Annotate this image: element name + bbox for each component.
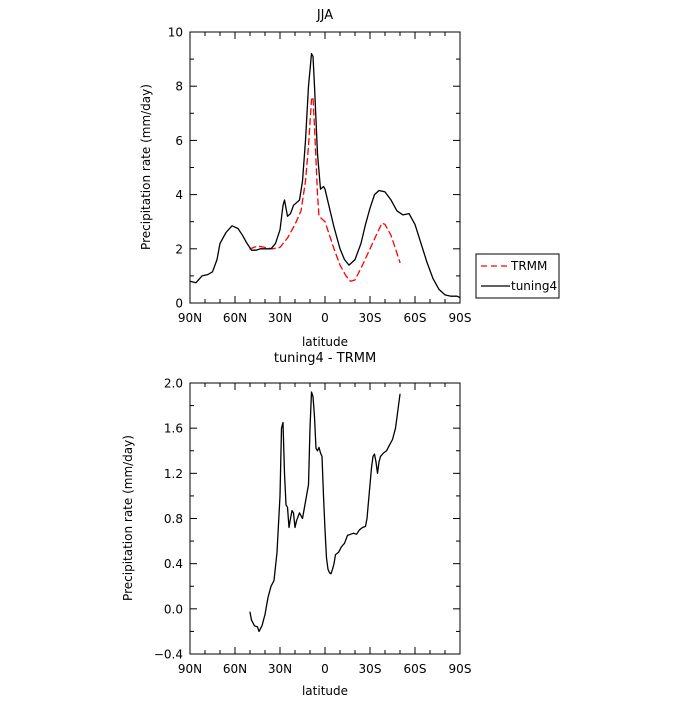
y-tick-label: 0.8 <box>164 512 183 526</box>
y-axis-label: Precipitation rate (mm/day) <box>139 84 153 250</box>
y-tick-labels: 0 2 4 6 8 10 <box>168 26 183 311</box>
x-tick-label: 30N <box>268 662 292 676</box>
legend-label-tuning4: tuning4 <box>511 279 557 293</box>
series-line-tuning4 <box>189 53 461 299</box>
legend-box <box>475 253 560 299</box>
axis-ticks <box>189 31 461 304</box>
series-line-series-0 <box>249 391 401 633</box>
x-tick-label: 0 <box>321 311 329 325</box>
axis-ticks <box>189 382 461 655</box>
y-tick-label: −0.4 <box>154 648 183 662</box>
y-tick-label: 2 <box>175 242 183 256</box>
x-tick-label: 90S <box>449 311 472 325</box>
x-tick-labels: 90N 60N 30N 0 30S 60S 90S <box>178 311 472 325</box>
x-axis-label: latitude <box>302 684 348 698</box>
legend-label-trmm: TRMM <box>510 259 547 273</box>
x-axis-label: latitude <box>302 335 348 349</box>
y-tick-label: 1.2 <box>164 467 183 481</box>
y-tick-label: 0.4 <box>164 557 183 571</box>
plot-frame <box>189 31 461 304</box>
y-tick-labels: −0.4 0.0 0.4 0.8 1.2 1.6 2.0 <box>154 377 183 662</box>
series-lines <box>249 391 401 633</box>
y-tick-label: 4 <box>175 188 183 202</box>
y-tick-label: 8 <box>175 80 183 94</box>
x-tick-label: 0 <box>321 662 329 676</box>
y-tick-label: 10 <box>168 26 183 40</box>
x-tick-label: 30S <box>359 662 382 676</box>
x-tick-label: 60S <box>404 662 427 676</box>
y-tick-label: 0.0 <box>164 602 183 616</box>
x-tick-label: 60S <box>404 311 427 325</box>
x-tick-label: 90N <box>178 311 202 325</box>
x-tick-label: 60N <box>223 311 247 325</box>
x-tick-label: 30S <box>359 311 382 325</box>
x-tick-label: 30N <box>268 311 292 325</box>
chart-panel-jja: JJA 0 2 4 6 8 10 90N 60N 30N 0 30S 60S 90S latitude… <box>139 8 560 349</box>
y-tick-label: 1.6 <box>164 422 183 436</box>
y-axis-label: Precipitation rate (mm/day) <box>121 435 135 601</box>
x-tick-label: 90S <box>449 662 472 676</box>
x-tick-label: 90N <box>178 662 202 676</box>
y-tick-label: 6 <box>175 134 183 148</box>
x-tick-labels: 90N 60N 30N 0 30S 60S 90S <box>178 662 472 676</box>
chart-panel-difference: tuning4 - TRMM −0.4 0.0 0.4 0.8 1.2 1.6 2.0 90… <box>121 351 471 698</box>
y-tick-label: 2.0 <box>164 377 183 391</box>
chart-title: JJA <box>316 8 333 23</box>
x-tick-label: 60N <box>223 662 247 676</box>
legend: TRMM tuning4 <box>475 253 560 299</box>
y-tick-label: 0 <box>175 297 183 311</box>
series-lines <box>189 53 461 299</box>
series-line-trmm <box>249 96 401 282</box>
chart-title: tuning4 - TRMM <box>274 351 376 366</box>
